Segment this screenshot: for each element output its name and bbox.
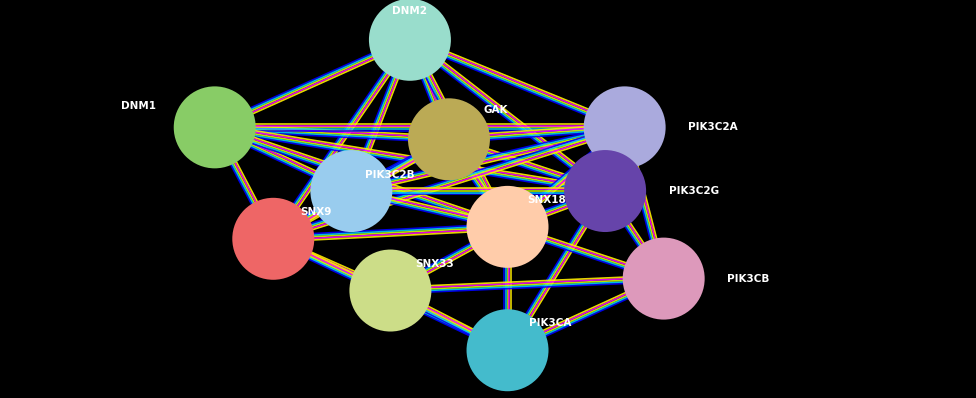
Ellipse shape [408, 98, 490, 180]
Text: GAK: GAK [483, 105, 508, 115]
Ellipse shape [467, 186, 549, 268]
Text: SNX18: SNX18 [527, 195, 566, 205]
Ellipse shape [174, 86, 256, 168]
Text: PIK3C2B: PIK3C2B [365, 170, 415, 180]
Ellipse shape [467, 309, 549, 391]
Ellipse shape [584, 86, 666, 168]
Ellipse shape [232, 198, 314, 280]
Text: DNM1: DNM1 [121, 101, 156, 111]
Ellipse shape [369, 0, 451, 81]
Text: PIK3CB: PIK3CB [727, 273, 769, 284]
Ellipse shape [349, 250, 431, 332]
Ellipse shape [623, 238, 705, 320]
Text: SNX9: SNX9 [301, 207, 332, 217]
Text: PIK3C2G: PIK3C2G [669, 186, 718, 196]
Ellipse shape [310, 150, 392, 232]
Text: DNM2: DNM2 [392, 6, 427, 16]
Text: SNX33: SNX33 [415, 259, 454, 269]
Ellipse shape [564, 150, 646, 232]
Text: PIK3C2A: PIK3C2A [688, 122, 738, 133]
Text: PIK3CA: PIK3CA [529, 318, 571, 328]
